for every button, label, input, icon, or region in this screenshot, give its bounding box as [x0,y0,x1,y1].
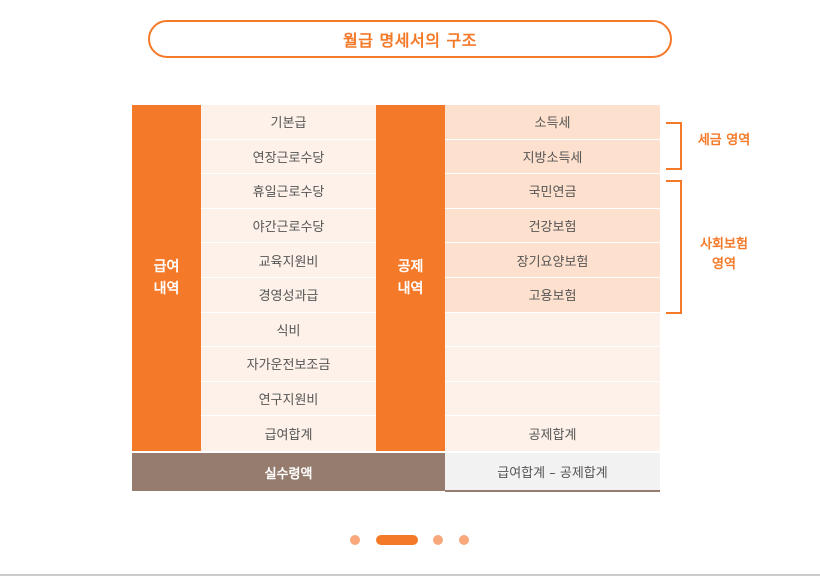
pagination [0,534,820,546]
deduction-item: 지방소득세 [445,139,660,175]
deduction-item: 건강보험 [445,208,660,244]
pay-item: 자가운전보조금 [201,347,376,382]
pay-items: 기본급 연장근로수당 휴일근로수당 야간근로수당 교육지원비 경영성과급 식비 … [201,105,376,451]
pagination-dot[interactable] [433,535,443,545]
deduction-items: 소득세 지방소득세 국민연금 건강보험 장기요양보험 고용보험 공제합계 [445,105,660,451]
pay-header: 급여 내역 [132,105,201,451]
pagination-dot-active[interactable] [376,535,418,545]
pay-item: 연구지원비 [201,381,376,417]
net-pay-label: 실수령액 [132,453,445,491]
pay-item: 야간근로수당 [201,208,376,244]
diagram-title: 월급 명세서의 구조 [148,20,672,58]
insurance-bracket [666,180,682,314]
deduction-item: 장기요양보험 [445,243,660,278]
pay-header-line2: 내역 [153,281,180,297]
pay-item: 교육지원비 [201,243,376,278]
pay-item: 연장근로수당 [201,139,376,175]
deduction-header: 공제 내역 [376,105,445,451]
deduction-empty-cell [445,381,660,417]
tax-area-label: 세금 영역 [697,133,751,148]
deduction-item: 소득세 [445,105,660,140]
insurance-area-label-line2: 영역 [712,257,736,272]
tax-bracket [666,122,682,170]
net-pay-formula: 급여합계 – 공제합계 [445,453,660,492]
pay-item: 식비 [201,312,376,348]
deduction-header-line1: 공제 [397,259,424,275]
deduction-empty-cell [445,347,660,382]
insurance-area-label: 사회보험 영역 [688,235,760,275]
pay-total: 급여합계 [201,416,376,451]
pay-item: 기본급 [201,105,376,140]
pay-header-line1: 급여 [153,259,180,275]
pay-item: 경영성과급 [201,277,376,313]
pagination-dot[interactable] [459,535,469,545]
divider [132,451,660,453]
deduction-item: 국민연금 [445,174,660,209]
deduction-header-line2: 내역 [397,281,424,297]
insurance-area-label-line1: 사회보험 [700,237,748,252]
deduction-total: 공제합계 [445,416,660,451]
pagination-dot[interactable] [350,535,360,545]
deduction-empty-cell [445,312,660,348]
deduction-item: 고용보험 [445,277,660,313]
bottom-divider [0,574,820,576]
pay-item: 휴일근로수당 [201,174,376,209]
